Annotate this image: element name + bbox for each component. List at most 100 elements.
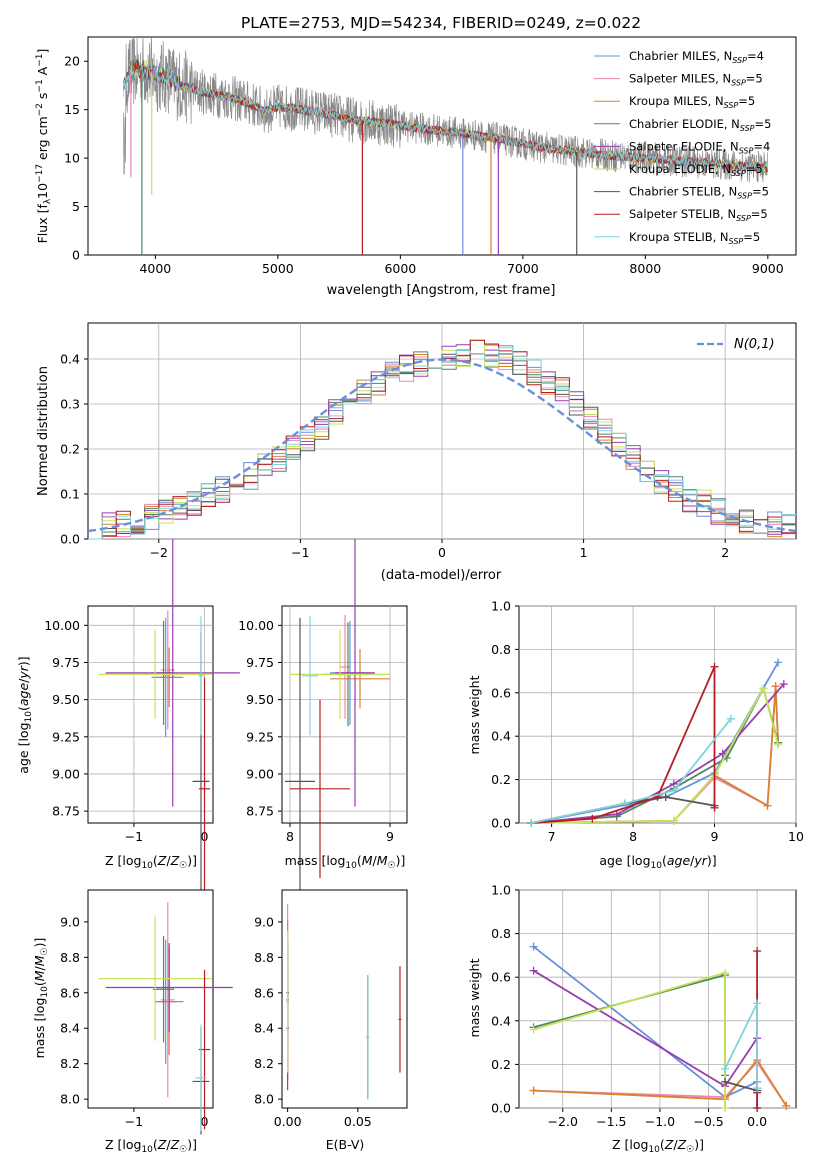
y-tick-label: 8.75 bbox=[52, 804, 80, 819]
x-tick-label: 0.05 bbox=[344, 1114, 372, 1129]
weight-age-ylabel: mass weight bbox=[467, 675, 482, 754]
y-tick-label: 8.6 bbox=[60, 985, 80, 1000]
residual-histogram bbox=[88, 347, 796, 540]
x-tick-label: 9 bbox=[711, 829, 719, 844]
residuals-histograms bbox=[87, 339, 797, 540]
spectrum-lines bbox=[123, 36, 769, 255]
y-tick-label: 0.0 bbox=[60, 532, 80, 547]
age-Z-xlabel: Z [log10(Z/Z☉)] bbox=[105, 853, 197, 871]
y-tick-label: 0.4 bbox=[491, 1013, 511, 1028]
residuals-xlabel: (data-model)/error bbox=[381, 568, 502, 583]
y-tick-label: 9.50 bbox=[246, 692, 274, 707]
y-tick-label: 0.2 bbox=[491, 772, 511, 787]
spectrum-y-tick-label: 15 bbox=[64, 102, 80, 117]
normal-curve bbox=[87, 358, 797, 533]
weight-series-line bbox=[531, 718, 732, 824]
x-tick-label: −1 bbox=[125, 1114, 143, 1129]
legend-entry-label: Chabrier MILES, NSSP=4 bbox=[629, 49, 764, 65]
y-tick-label: 8.2 bbox=[254, 1056, 274, 1071]
spectrum-y-ticks: 0 5 10 15 20 bbox=[64, 54, 88, 263]
y-tick-label: 9.25 bbox=[246, 729, 274, 744]
y-tick-label: 0.6 bbox=[491, 685, 511, 700]
spectrum-x-tick-label: 4000 bbox=[139, 261, 171, 276]
spectrum-data-line bbox=[123, 36, 769, 183]
panel-frame bbox=[518, 889, 797, 1109]
legend-entry-label: Salpeter MILES, NSSP=5 bbox=[629, 72, 763, 88]
x-tick-label: 0.0 bbox=[747, 1114, 767, 1129]
y-tick-label: 8.4 bbox=[254, 1021, 274, 1036]
weight-series-line bbox=[533, 1058, 788, 1107]
y-tick-label: 8.8 bbox=[254, 950, 274, 965]
spectrum-panel: 4000 5000 6000 7000 8000 9000 0 5 10 15 20 wavele… bbox=[35, 36, 797, 298]
y-tick-label: 9.0 bbox=[60, 914, 80, 929]
residuals-ticks: −2 −1 0 1 2 0.0 0.1 0.2 0.3 0.4 bbox=[60, 352, 729, 561]
residuals-panel: −2 −1 0 1 2 0.0 0.1 0.2 0.3 0.4 (data-model)/erro… bbox=[36, 322, 797, 583]
x-tick-label: −1.5 bbox=[596, 1114, 626, 1129]
age-vs-mass-panel: 8 9 8.75 9.00 9.25 9.50 9.75 10.00 bbox=[238, 539, 408, 945]
spectrum-x-tick-label: 6000 bbox=[384, 261, 416, 276]
legend-entry-label: Kroupa ELODIE, NSSP=5 bbox=[629, 162, 763, 178]
x-tick-label: 9 bbox=[386, 829, 394, 844]
x-tick-label: 2 bbox=[721, 545, 729, 560]
y-tick-label: 8.2 bbox=[60, 1056, 80, 1071]
x-tick-label: −2.0 bbox=[548, 1114, 578, 1129]
spectrum-x-tick-label: 8000 bbox=[629, 261, 661, 276]
y-tick-label: 9.00 bbox=[246, 766, 274, 781]
legend-entry-label: Salpeter STELIB, NSSP=5 bbox=[629, 207, 768, 223]
panel-frame bbox=[281, 889, 408, 1109]
y-tick-label: 0.3 bbox=[60, 397, 80, 412]
weight-vs-age-panel: 7 8 9 10 0.0 0.2 0.4 0.6 0.8 1.0 bbox=[491, 599, 804, 845]
y-tick-label: 1.0 bbox=[491, 599, 511, 614]
y-tick-label: 9.75 bbox=[246, 655, 274, 670]
y-tick-label: 0.1 bbox=[60, 487, 80, 502]
y-tick-label: 0.6 bbox=[491, 970, 511, 985]
normal-legend-label: N(0,1) bbox=[734, 337, 775, 352]
spectrum-xlabel: wavelength [Angstrom, rest frame] bbox=[327, 283, 556, 298]
age-Z-ylabel: age [log10(age/yr)] bbox=[16, 656, 34, 773]
legend-entry-label: Kroupa MILES, NSSP=5 bbox=[629, 94, 755, 110]
x-tick-label: 10 bbox=[788, 829, 804, 844]
y-tick-label: 8.4 bbox=[60, 1021, 80, 1036]
x-tick-label: −1 bbox=[125, 829, 143, 844]
y-tick-label: 8.6 bbox=[254, 985, 274, 1000]
y-tick-label: 0.0 bbox=[491, 1101, 511, 1116]
x-tick-label: −2 bbox=[150, 545, 168, 560]
y-tick-label: 9.25 bbox=[52, 729, 80, 744]
spectrum-y-tick-label: 20 bbox=[64, 54, 80, 69]
y-tick-label: 0.2 bbox=[491, 1057, 511, 1072]
y-tick-label: 9.50 bbox=[52, 692, 80, 707]
y-tick-label: 0.8 bbox=[491, 926, 511, 941]
x-tick-label: −1.0 bbox=[645, 1114, 675, 1129]
x-tick-label: −1 bbox=[291, 545, 309, 560]
y-tick-label: 0.4 bbox=[60, 352, 80, 367]
mass-ebv-xlabel: E(B-V) bbox=[326, 1137, 365, 1152]
age-mass-xlabel: mass [log10(M/M☉)] bbox=[285, 853, 406, 871]
x-tick-label: 0.00 bbox=[274, 1114, 302, 1129]
legend-entry-label: Salpeter ELODIE, NSSP=4 bbox=[629, 139, 770, 155]
weight-vs-Z-panel: −2.0 −1.5 −1.0 −0.5 0.0 0.0 0.2 0.4 0.6 0.8 1.0 bbox=[491, 883, 797, 1129]
y-tick-label: 0.2 bbox=[60, 442, 80, 457]
weight-Z-xlabel: Z [log10(Z/Z☉)] bbox=[612, 1137, 704, 1155]
y-tick-label: 9.75 bbox=[52, 655, 80, 670]
spectrum-legend: Chabrier MILES, NSSP=4 Salpeter MILES, NS… bbox=[594, 49, 771, 246]
y-tick-label: 8.0 bbox=[254, 1092, 274, 1107]
y-tick-label: 8.8 bbox=[60, 950, 80, 965]
x-tick-label: 8 bbox=[629, 829, 637, 844]
x-tick-label: −0.5 bbox=[693, 1114, 723, 1129]
spectrum-y-tick-label: 10 bbox=[64, 151, 80, 166]
y-tick-label: 8.75 bbox=[246, 804, 274, 819]
weight-age-xlabel: age [log10(age/yr)] bbox=[599, 853, 716, 871]
mass-vs-ebv-panel: 0.00 0.05 8.0 8.2 8.4 8.6 8.8 9.0 bbox=[254, 889, 408, 1129]
x-tick-label: 8 bbox=[286, 829, 294, 844]
panel-frame bbox=[87, 889, 214, 1109]
spectrum-x-tick-label: 5000 bbox=[262, 261, 294, 276]
residuals-legend: N(0,1) bbox=[697, 337, 775, 352]
spectrum-ylabel: Flux [fλ10−17 erg cm−2 s−1 A−1] bbox=[35, 49, 53, 244]
panel-frame bbox=[87, 605, 214, 824]
spectrum-model-line bbox=[123, 65, 768, 174]
legend-entry-label: Kroupa STELIB, NSSP=5 bbox=[629, 230, 760, 246]
weight-Z-ylabel: mass weight bbox=[467, 958, 482, 1037]
